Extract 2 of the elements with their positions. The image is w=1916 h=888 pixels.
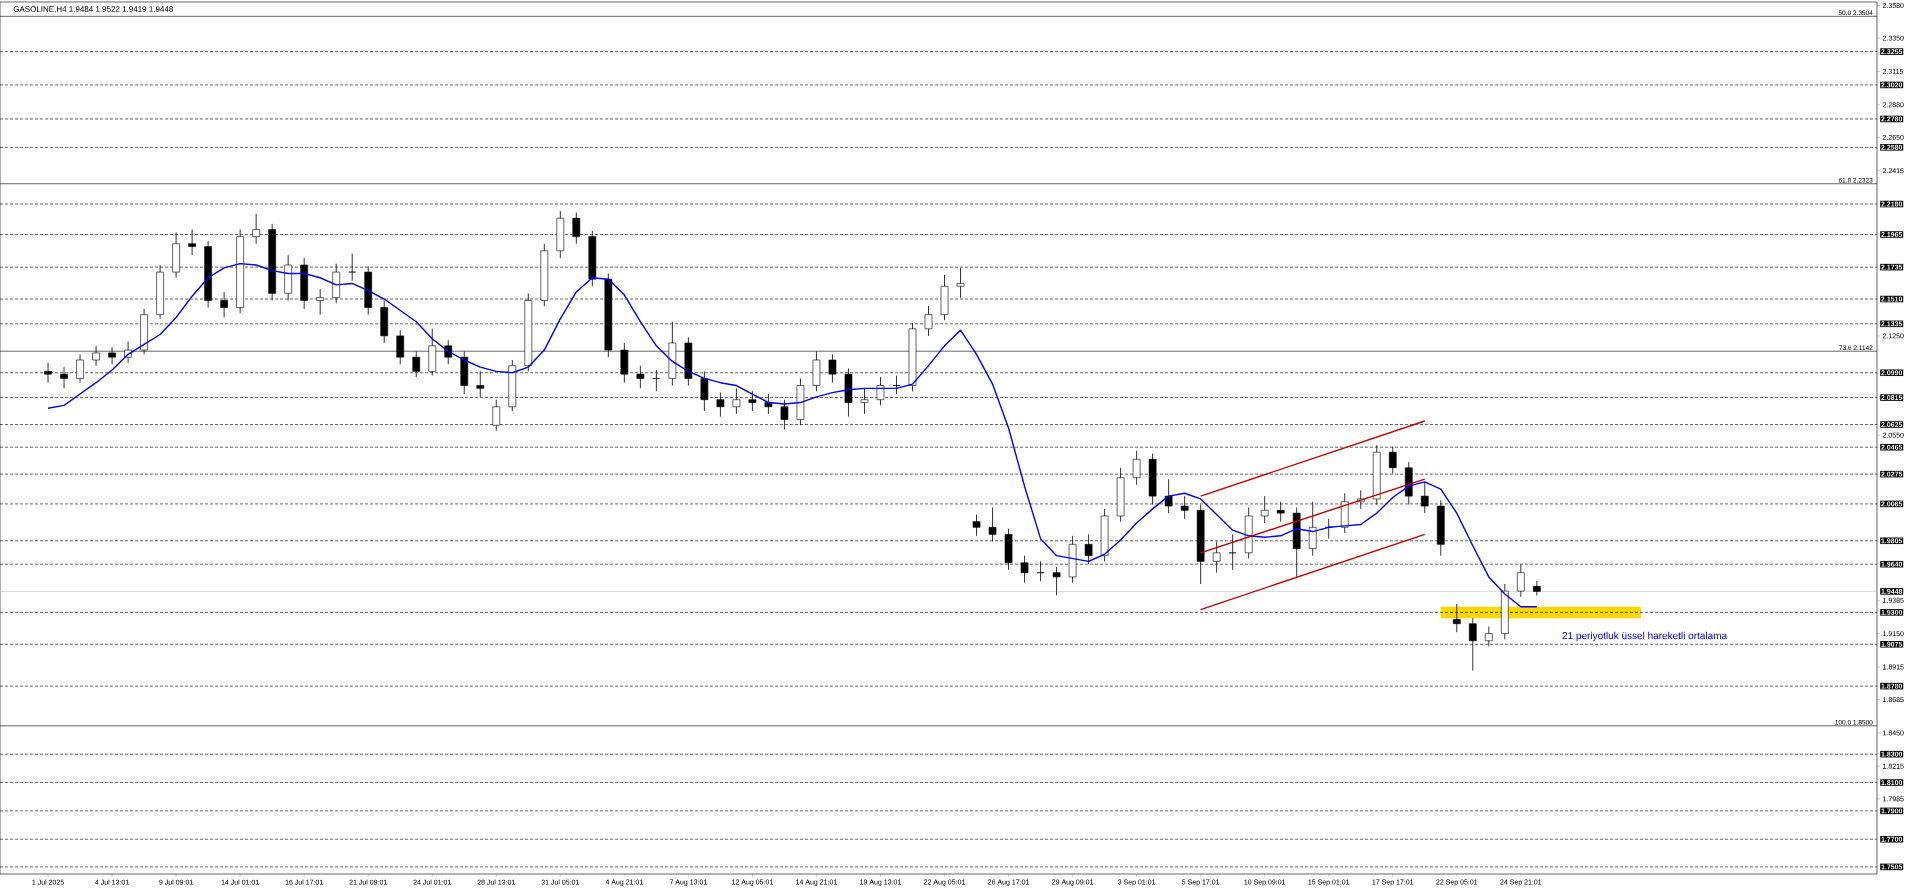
text: 21 periyotluk üssel hareketli ortalama xyxy=(1562,631,1728,642)
chart-title: GASOLINE,H4 1.9484 1.9522 1.9419 1.9448 xyxy=(13,6,173,13)
